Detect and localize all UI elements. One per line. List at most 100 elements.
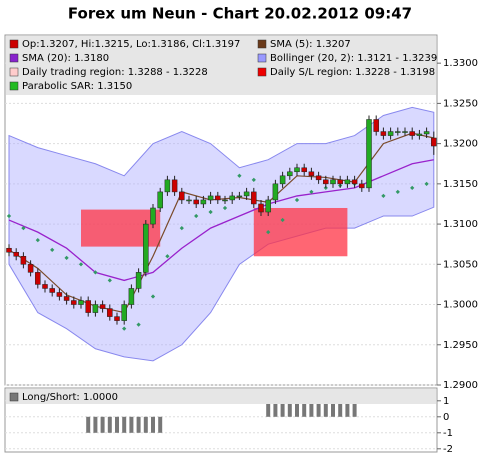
legend-text: Parabolic SAR: 1.3150: [22, 81, 132, 92]
position-bar: [331, 400, 335, 417]
legend-text: Bollinger (20, 2): 1.3121 - 1.3239: [270, 53, 437, 64]
legend-band: [6, 389, 436, 404]
sar-dot: [6, 213, 12, 219]
candle-body: [186, 199, 192, 202]
sar-dot: [381, 193, 386, 199]
position-bar: [309, 400, 314, 417]
position-bar: [302, 400, 307, 417]
legend-swatch: [9, 39, 19, 49]
legend-text: SMA (20): 1.3180: [22, 53, 109, 64]
legend-swatch: [9, 67, 19, 77]
sar-dot: [395, 189, 400, 195]
candle-body: [287, 171, 293, 177]
position-bar: [287, 400, 292, 417]
candle-body: [215, 195, 221, 201]
sar-dot: [410, 185, 415, 190]
legend-swatch: [9, 53, 19, 63]
position-bar: [107, 416, 112, 433]
position-bar: [122, 416, 127, 433]
position-bar: [93, 416, 98, 433]
candle-body: [49, 288, 55, 293]
position-bar: [143, 416, 148, 433]
candle-body: [157, 191, 163, 209]
candle-body: [308, 171, 315, 177]
candle-body: [164, 179, 171, 193]
position-bar: [158, 416, 163, 433]
candle-body: [380, 131, 387, 136]
candle-body: [243, 191, 250, 197]
position-bar: [345, 400, 350, 417]
position-bar: [129, 416, 134, 433]
position-bar: [352, 400, 357, 417]
candle-body: [150, 207, 156, 225]
sar-dot: [208, 209, 213, 215]
sar-dot: [50, 247, 55, 252]
legend-text: Daily S/L region: 1.3228 - 1.3198: [270, 67, 435, 78]
sar-dot: [165, 254, 170, 259]
candle-body: [251, 191, 257, 205]
candle-body: [107, 308, 113, 317]
position-bar: [266, 400, 271, 417]
position-bar: [136, 416, 141, 433]
candle-body: [13, 251, 19, 257]
legend-text: SMA (5): 1.3207: [270, 39, 351, 50]
candle-body: [387, 131, 394, 136]
sar-dot: [150, 294, 156, 299]
position-bar: [280, 400, 285, 417]
candle-body: [330, 179, 336, 185]
sar-dot: [136, 322, 141, 327]
candle-body: [99, 304, 106, 309]
candle-body: [416, 133, 423, 136]
position-bar: [151, 416, 155, 433]
legend-text: Long/Short: 1.0000: [22, 392, 118, 403]
candle-body: [402, 131, 408, 133]
candle-body: [222, 199, 228, 202]
position-bar: [100, 416, 105, 433]
candle-body: [63, 296, 70, 301]
chart-title: Forex um Neun - Chart 20.02.2012 09:47: [68, 5, 412, 23]
candle-body: [85, 300, 91, 313]
y-tick-label: 1.3100: [443, 219, 478, 230]
candle-body: [135, 272, 142, 289]
sar-dot: [194, 213, 199, 219]
y-tick-label: 1.3250: [443, 98, 478, 109]
candle-body: [351, 179, 358, 185]
sar-dot: [266, 230, 271, 235]
sar-dot: [222, 205, 228, 211]
candle-body: [179, 191, 185, 201]
candle-body: [71, 300, 77, 305]
candle-body: [193, 199, 199, 205]
y-tick-label: -1: [443, 428, 453, 439]
y-tick-label: 1.3150: [443, 179, 478, 190]
candle-body: [114, 316, 120, 321]
candle-body: [229, 195, 235, 201]
sar-dot: [251, 177, 256, 182]
position-bar: [86, 416, 91, 433]
sar-dot: [424, 181, 429, 186]
candle-body: [315, 175, 322, 181]
position-bar: [323, 400, 328, 417]
candle-body: [395, 131, 401, 133]
y-tick-label: 1.3000: [443, 300, 478, 311]
candle-body: [236, 195, 243, 198]
candle-body: [42, 284, 48, 289]
candle-body: [373, 119, 379, 132]
y-tick-label: -2: [443, 444, 453, 455]
candle-body: [409, 131, 415, 136]
sar-dot: [179, 225, 184, 231]
sar-dot: [309, 189, 314, 195]
candle-body: [121, 304, 127, 321]
candle-body: [56, 292, 63, 297]
sar-dot: [294, 197, 300, 203]
sar-dot: [21, 225, 26, 231]
position-bar: [295, 400, 299, 417]
legend-text: Daily trading region: 1.3288 - 1.3228: [22, 67, 208, 78]
candle-body: [200, 199, 207, 205]
legend-swatch: [257, 53, 267, 63]
candle-body: [279, 175, 286, 185]
sar-dot: [35, 238, 40, 243]
candle-body: [171, 179, 178, 193]
candle-body: [207, 195, 214, 201]
legend-swatch: [257, 39, 267, 49]
candle-body: [431, 137, 437, 147]
